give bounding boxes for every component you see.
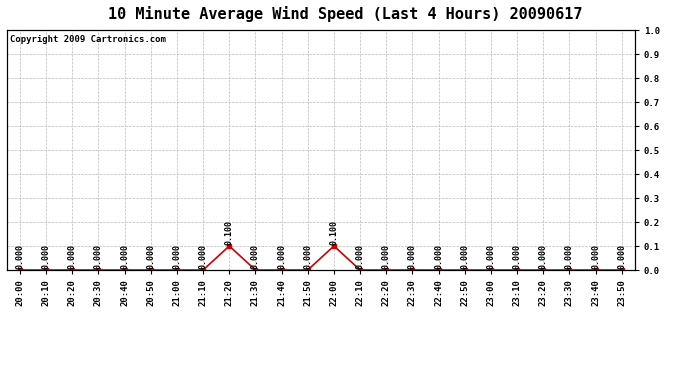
Text: 0.000: 0.000 (618, 244, 627, 268)
Text: 0.000: 0.000 (460, 244, 469, 268)
Text: 0.000: 0.000 (382, 244, 391, 268)
Text: 0.000: 0.000 (591, 244, 600, 268)
Text: 0.000: 0.000 (513, 244, 522, 268)
Text: 0.000: 0.000 (408, 244, 417, 268)
Text: 0.000: 0.000 (277, 244, 286, 268)
Text: 0.000: 0.000 (41, 244, 50, 268)
Text: 0.000: 0.000 (146, 244, 155, 268)
Text: 10 Minute Average Wind Speed (Last 4 Hours) 20090617: 10 Minute Average Wind Speed (Last 4 Hou… (108, 6, 582, 22)
Text: 0.000: 0.000 (434, 244, 443, 268)
Text: 0.000: 0.000 (355, 244, 364, 268)
Text: 0.100: 0.100 (225, 220, 234, 245)
Text: 0.000: 0.000 (304, 244, 313, 268)
Text: 0.000: 0.000 (120, 244, 129, 268)
Text: Copyright 2009 Cartronics.com: Copyright 2009 Cartronics.com (10, 35, 166, 44)
Text: 0.000: 0.000 (539, 244, 548, 268)
Text: 0.000: 0.000 (68, 244, 77, 268)
Text: 0.100: 0.100 (329, 220, 338, 245)
Text: 0.000: 0.000 (172, 244, 181, 268)
Text: 0.000: 0.000 (251, 244, 260, 268)
Text: 0.000: 0.000 (15, 244, 24, 268)
Text: 0.000: 0.000 (199, 244, 208, 268)
Text: 0.000: 0.000 (94, 244, 103, 268)
Text: 0.000: 0.000 (486, 244, 495, 268)
Text: 0.000: 0.000 (565, 244, 574, 268)
